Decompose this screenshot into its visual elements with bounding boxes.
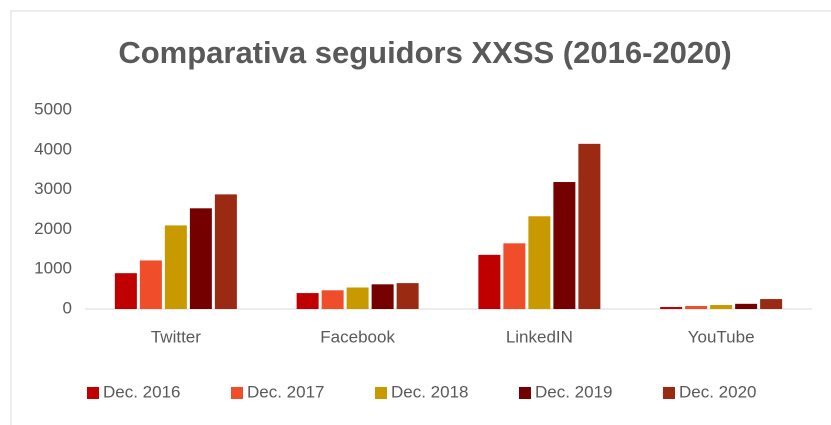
legend-label: Dec. 2020 (679, 382, 757, 401)
bar (114, 273, 137, 309)
bar (760, 299, 783, 309)
bar (321, 290, 344, 309)
legend-label: Dec. 2018 (391, 382, 469, 401)
y-tick-label: 5000 (34, 99, 72, 118)
x-tick-label: YouTube (688, 327, 755, 346)
bar (296, 293, 319, 309)
bar (139, 260, 162, 309)
chart-border (10, 10, 831, 425)
legend-swatch (231, 387, 243, 399)
y-tick-label: 4000 (34, 139, 72, 158)
bar (503, 243, 526, 309)
bar (189, 208, 212, 309)
legend-label: Dec. 2016 (103, 382, 181, 401)
y-tick-label: 1000 (34, 259, 72, 278)
bar (578, 143, 601, 309)
bar (396, 283, 419, 309)
y-tick-label: 0 (63, 298, 72, 317)
legend-swatch (519, 387, 531, 399)
bar (735, 303, 758, 309)
x-tick-label: Facebook (320, 327, 395, 346)
y-tick-label: 3000 (34, 179, 72, 198)
bar (164, 225, 187, 309)
chart-title: Comparativa seguidors XXSS (2016-2020) (118, 35, 731, 70)
legend-label: Dec. 2019 (535, 382, 613, 401)
x-tick-label: Twitter (151, 327, 201, 346)
legend-swatch (87, 387, 99, 399)
y-tick-label: 2000 (34, 219, 72, 238)
bar (371, 284, 394, 309)
bar (660, 307, 683, 309)
bar (685, 306, 708, 309)
x-tick-label: LinkedIN (506, 327, 573, 346)
legend-swatch (375, 387, 387, 399)
bar (478, 254, 501, 309)
bar (553, 182, 576, 309)
bar (214, 194, 237, 309)
bar (528, 216, 551, 309)
legend-swatch (663, 387, 675, 399)
bar (346, 287, 369, 309)
bar (710, 305, 733, 309)
legend-label: Dec. 2017 (247, 382, 325, 401)
